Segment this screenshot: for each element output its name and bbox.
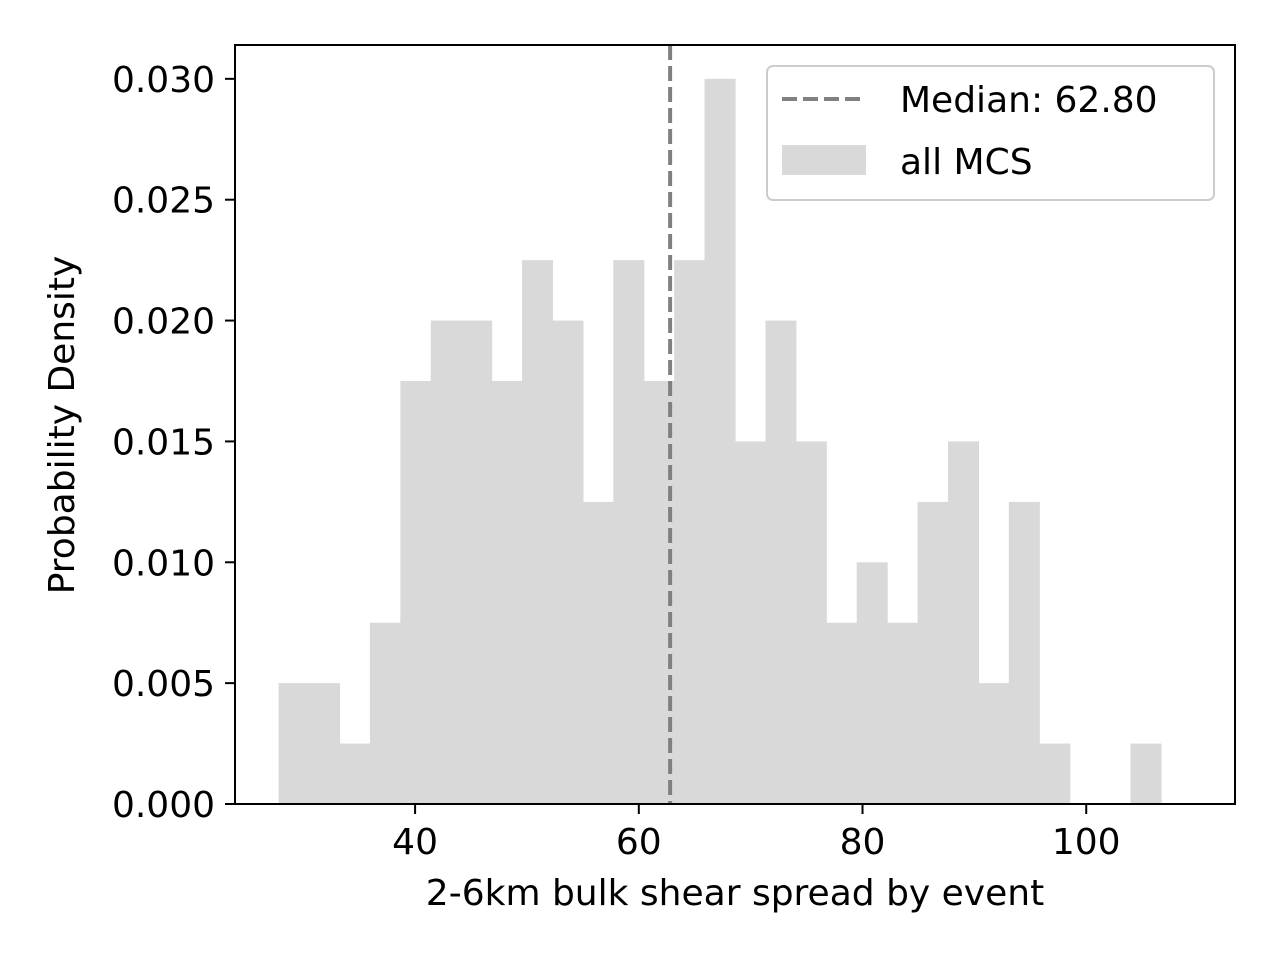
- x-tick-label: 100: [1052, 822, 1121, 863]
- legend: Median: 62.80 all MCS: [766, 65, 1215, 201]
- x-axis-ticks: 40 60 80 100: [392, 804, 1121, 863]
- legend-mcs-swatch: [782, 145, 866, 175]
- y-axis-ticks: 0.000 0.005 0.010 0.015 0.020 0.025 0.030: [112, 60, 235, 826]
- histogram-bars: [278, 78, 1162, 805]
- histogram-bar: [461, 320, 493, 804]
- x-tick-label: 60: [616, 822, 662, 863]
- histogram-bar: [1130, 743, 1162, 804]
- legend-median-label: Median: 62.80: [900, 80, 1158, 121]
- histogram-bar: [917, 501, 949, 804]
- legend-box: [766, 65, 1215, 201]
- histogram-bar: [765, 320, 797, 804]
- histogram-bar: [552, 320, 584, 804]
- histogram-bar: [795, 441, 827, 804]
- histogram-bar: [339, 743, 371, 804]
- histogram-bar: [430, 320, 462, 804]
- histogram-bar: [887, 622, 919, 804]
- histogram-bar: [400, 380, 432, 804]
- histogram-bar: [674, 260, 706, 804]
- histogram-bar: [704, 78, 736, 805]
- y-tick-label: 0.010: [112, 543, 215, 584]
- y-tick-label: 0.020: [112, 302, 215, 343]
- y-tick-label: 0.000: [112, 785, 215, 826]
- histogram-bar: [1039, 743, 1071, 804]
- histogram-bar: [1008, 501, 1040, 804]
- histogram-bar: [582, 501, 614, 804]
- histogram-bar: [735, 441, 767, 804]
- histogram-bar: [947, 441, 980, 804]
- histogram-bar: [278, 683, 310, 804]
- histogram-bar: [978, 683, 1010, 804]
- y-axis-label: Probability Density: [42, 256, 83, 595]
- y-tick-label: 0.015: [112, 422, 215, 463]
- histogram-bar: [856, 562, 888, 804]
- legend-mcs-label: all MCS: [900, 142, 1033, 183]
- y-tick-label: 0.005: [112, 664, 215, 705]
- x-tick-label: 40: [392, 822, 438, 863]
- x-tick-label: 80: [840, 822, 886, 863]
- y-tick-label: 0.030: [112, 60, 215, 101]
- histogram-bar: [369, 622, 401, 804]
- histogram-bar: [826, 622, 858, 804]
- histogram-bar: [522, 260, 554, 804]
- histogram-bar: [613, 260, 645, 804]
- histogram-bar: [309, 683, 341, 804]
- histogram-bar: [491, 380, 523, 804]
- plot-frame: [234, 44, 1236, 805]
- x-axis-label: 2-6km bulk shear spread by event: [426, 873, 1044, 914]
- y-tick-label: 0.025: [112, 181, 215, 222]
